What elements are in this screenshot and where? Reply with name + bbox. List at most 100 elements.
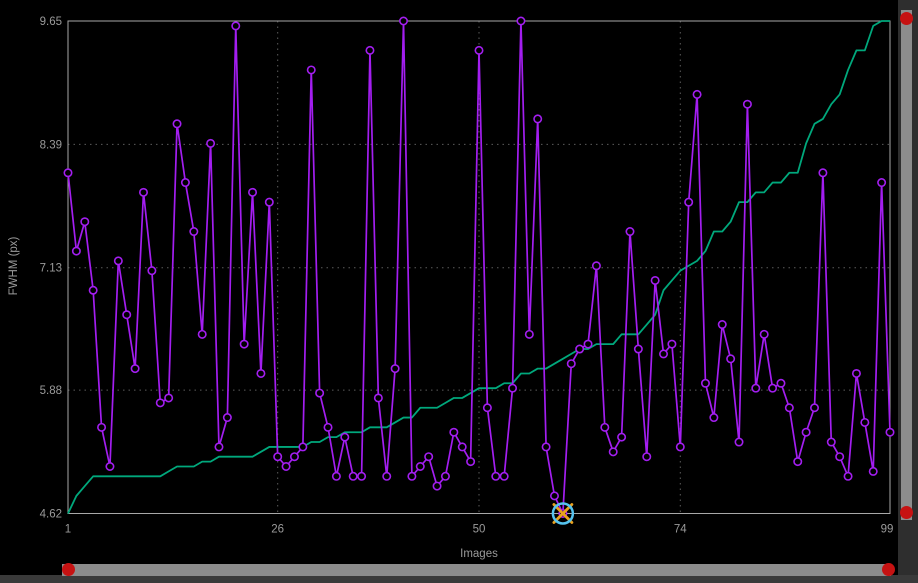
data-point-img-57[interactable] (533, 114, 543, 124)
data-point-img-66[interactable] (608, 447, 618, 457)
data-point-img-63[interactable] (583, 339, 593, 349)
data-point-img-10[interactable] (138, 187, 148, 197)
data-point-img-97[interactable] (868, 466, 878, 476)
data-point-img-54[interactable] (508, 383, 518, 393)
data-point-img-81[interactable] (734, 437, 744, 447)
data-point-img-71[interactable] (650, 275, 660, 285)
data-point-img-96[interactable] (860, 417, 870, 427)
h-scroll-left-handle[interactable] (62, 563, 75, 576)
data-point-img-99[interactable] (885, 427, 895, 437)
v-scroll-top-handle[interactable] (900, 12, 913, 25)
data-point-img-43[interactable] (415, 462, 425, 472)
data-point-img-46[interactable] (440, 471, 450, 481)
data-point-img-4[interactable] (88, 285, 98, 295)
data-point-img-22[interactable] (239, 339, 249, 349)
data-point-img-77[interactable] (700, 378, 710, 388)
data-point-img-58[interactable] (541, 442, 551, 452)
data-point-img-65[interactable] (600, 422, 610, 432)
data-point-img-90[interactable] (810, 403, 820, 413)
data-point-img-76[interactable] (692, 89, 702, 99)
data-point-img-48[interactable] (457, 442, 467, 452)
data-point-img-94[interactable] (843, 471, 853, 481)
data-point-img-15[interactable] (180, 178, 190, 188)
data-point-img-61[interactable] (566, 359, 576, 369)
data-point-img-86[interactable] (776, 378, 786, 388)
data-point-img-51[interactable] (482, 403, 492, 413)
selected-point-cross-icon[interactable] (552, 503, 574, 524)
data-point-img-23[interactable] (248, 187, 258, 197)
data-point-img-50[interactable] (474, 45, 484, 55)
data-point-img-13[interactable] (164, 393, 174, 403)
data-point-img-31[interactable] (315, 388, 325, 398)
data-point-img-83[interactable] (751, 383, 761, 393)
h-scroll-right-handle[interactable] (882, 563, 895, 576)
data-point-img-5[interactable] (97, 422, 107, 432)
data-point-img-16[interactable] (189, 227, 199, 237)
data-point-img-80[interactable] (726, 354, 736, 364)
data-point-img-59[interactable] (549, 491, 559, 501)
data-point-img-36[interactable] (357, 471, 367, 481)
data-point-img-35[interactable] (348, 471, 358, 481)
data-point-img-29[interactable] (298, 442, 308, 452)
data-point-img-70[interactable] (642, 452, 652, 462)
data-point-img-28[interactable] (289, 452, 299, 462)
data-point-img-75[interactable] (684, 197, 694, 207)
data-point-img-38[interactable] (373, 393, 383, 403)
data-point-img-41[interactable] (399, 16, 409, 26)
data-point-img-82[interactable] (742, 99, 752, 109)
data-point-img-67[interactable] (617, 432, 627, 442)
data-point-img-33[interactable] (331, 471, 341, 481)
data-point-img-39[interactable] (382, 471, 392, 481)
data-point-img-64[interactable] (591, 261, 601, 271)
data-point-img-72[interactable] (659, 349, 669, 359)
data-point-img-93[interactable] (835, 452, 845, 462)
data-point-img-52[interactable] (491, 471, 501, 481)
data-point-img-53[interactable] (499, 471, 509, 481)
data-point-img-24[interactable] (256, 368, 266, 378)
data-point-img-9[interactable] (130, 364, 140, 374)
data-point-img-21[interactable] (231, 21, 241, 31)
data-point-img-85[interactable] (768, 383, 778, 393)
data-point-img-95[interactable] (851, 368, 861, 378)
data-point-img-20[interactable] (222, 413, 232, 423)
data-point-img-73[interactable] (667, 339, 677, 349)
data-point-img-45[interactable] (432, 481, 442, 491)
data-point-img-11[interactable] (147, 266, 157, 276)
data-point-img-84[interactable] (759, 329, 769, 339)
data-point-img-7[interactable] (113, 256, 123, 266)
data-point-img-40[interactable] (390, 364, 400, 374)
selected-point-ring-icon[interactable] (551, 502, 575, 525)
data-point-img-27[interactable] (281, 462, 291, 472)
data-point-img-3[interactable] (80, 217, 90, 227)
data-point-img-2[interactable] (71, 246, 81, 256)
data-point-img-89[interactable] (801, 427, 811, 437)
data-point-img-18[interactable] (206, 138, 216, 148)
data-point-img-8[interactable] (122, 310, 132, 320)
horizontal-scrollbar[interactable] (62, 563, 895, 576)
data-point-img-6[interactable] (105, 462, 115, 472)
data-point-img-25[interactable] (264, 197, 274, 207)
data-point-img-1[interactable] (63, 168, 73, 178)
data-point-img-17[interactable] (197, 329, 207, 339)
data-point-img-69[interactable] (633, 344, 643, 354)
data-point-img-19[interactable] (214, 442, 224, 452)
data-point-img-56[interactable] (524, 329, 534, 339)
vertical-scrollbar[interactable] (900, 10, 913, 520)
data-point-img-47[interactable] (449, 427, 459, 437)
data-point-img-78[interactable] (709, 413, 719, 423)
data-point-img-37[interactable] (365, 45, 375, 55)
data-point-img-49[interactable] (466, 457, 476, 467)
data-point-img-44[interactable] (424, 452, 434, 462)
data-point-img-91[interactable] (818, 168, 828, 178)
data-point-img-14[interactable] (172, 119, 182, 129)
data-point-img-34[interactable] (340, 432, 350, 442)
data-point-img-68[interactable] (625, 227, 635, 237)
data-point-img-62[interactable] (575, 344, 585, 354)
data-point-img-12[interactable] (155, 398, 165, 408)
data-point-img-55[interactable] (516, 16, 526, 26)
data-point-img-87[interactable] (784, 403, 794, 413)
data-point-img-92[interactable] (826, 437, 836, 447)
data-point-img-42[interactable] (407, 471, 417, 481)
data-point-img-88[interactable] (793, 457, 803, 467)
